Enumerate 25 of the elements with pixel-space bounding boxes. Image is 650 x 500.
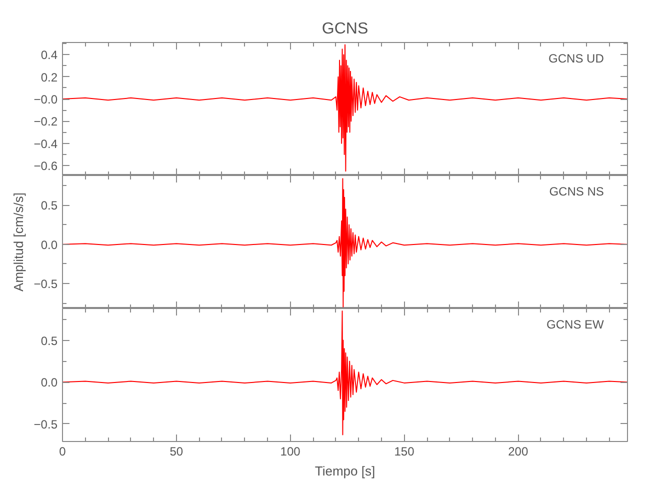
line-series — [62, 44, 628, 172]
x-axis-title: Tiempo [s] — [314, 464, 376, 478]
x-tick-label: 100 — [280, 444, 301, 458]
y-tick-label: 0.0 — [40, 376, 58, 390]
line-series — [62, 310, 628, 436]
x-tick-label: 200 — [508, 444, 528, 458]
annotation: GCNS UD — [548, 51, 604, 66]
y-tick-label: −0.4 — [34, 136, 58, 151]
y-tick-label: −0.5 — [34, 276, 58, 291]
y-tick-label: 0.5 — [40, 334, 58, 348]
y-tick-label: 0.4 — [40, 48, 58, 62]
chart-title: GCNS — [322, 20, 368, 38]
x-tick-label: 50 — [170, 444, 184, 458]
x-tick-label: 0 — [59, 444, 66, 458]
y-tick-label: 0.5 — [40, 198, 58, 213]
y-tick-label: −0.6 — [34, 159, 58, 174]
y-tick-label: −0.5 — [34, 417, 58, 432]
y-tick-label: −0.2 — [34, 114, 58, 129]
annotation: GCNS NS — [549, 184, 604, 198]
y-tick-label: 0.0 — [40, 238, 58, 252]
x-tick-label: 150 — [394, 444, 415, 458]
y-tick-label: 0.2 — [40, 70, 58, 84]
y-tick-label: −0.0 — [34, 92, 58, 107]
y-axis-title: Amplitud [cm/s/s] — [10, 192, 26, 292]
annotation: GCNS EW — [546, 317, 605, 332]
